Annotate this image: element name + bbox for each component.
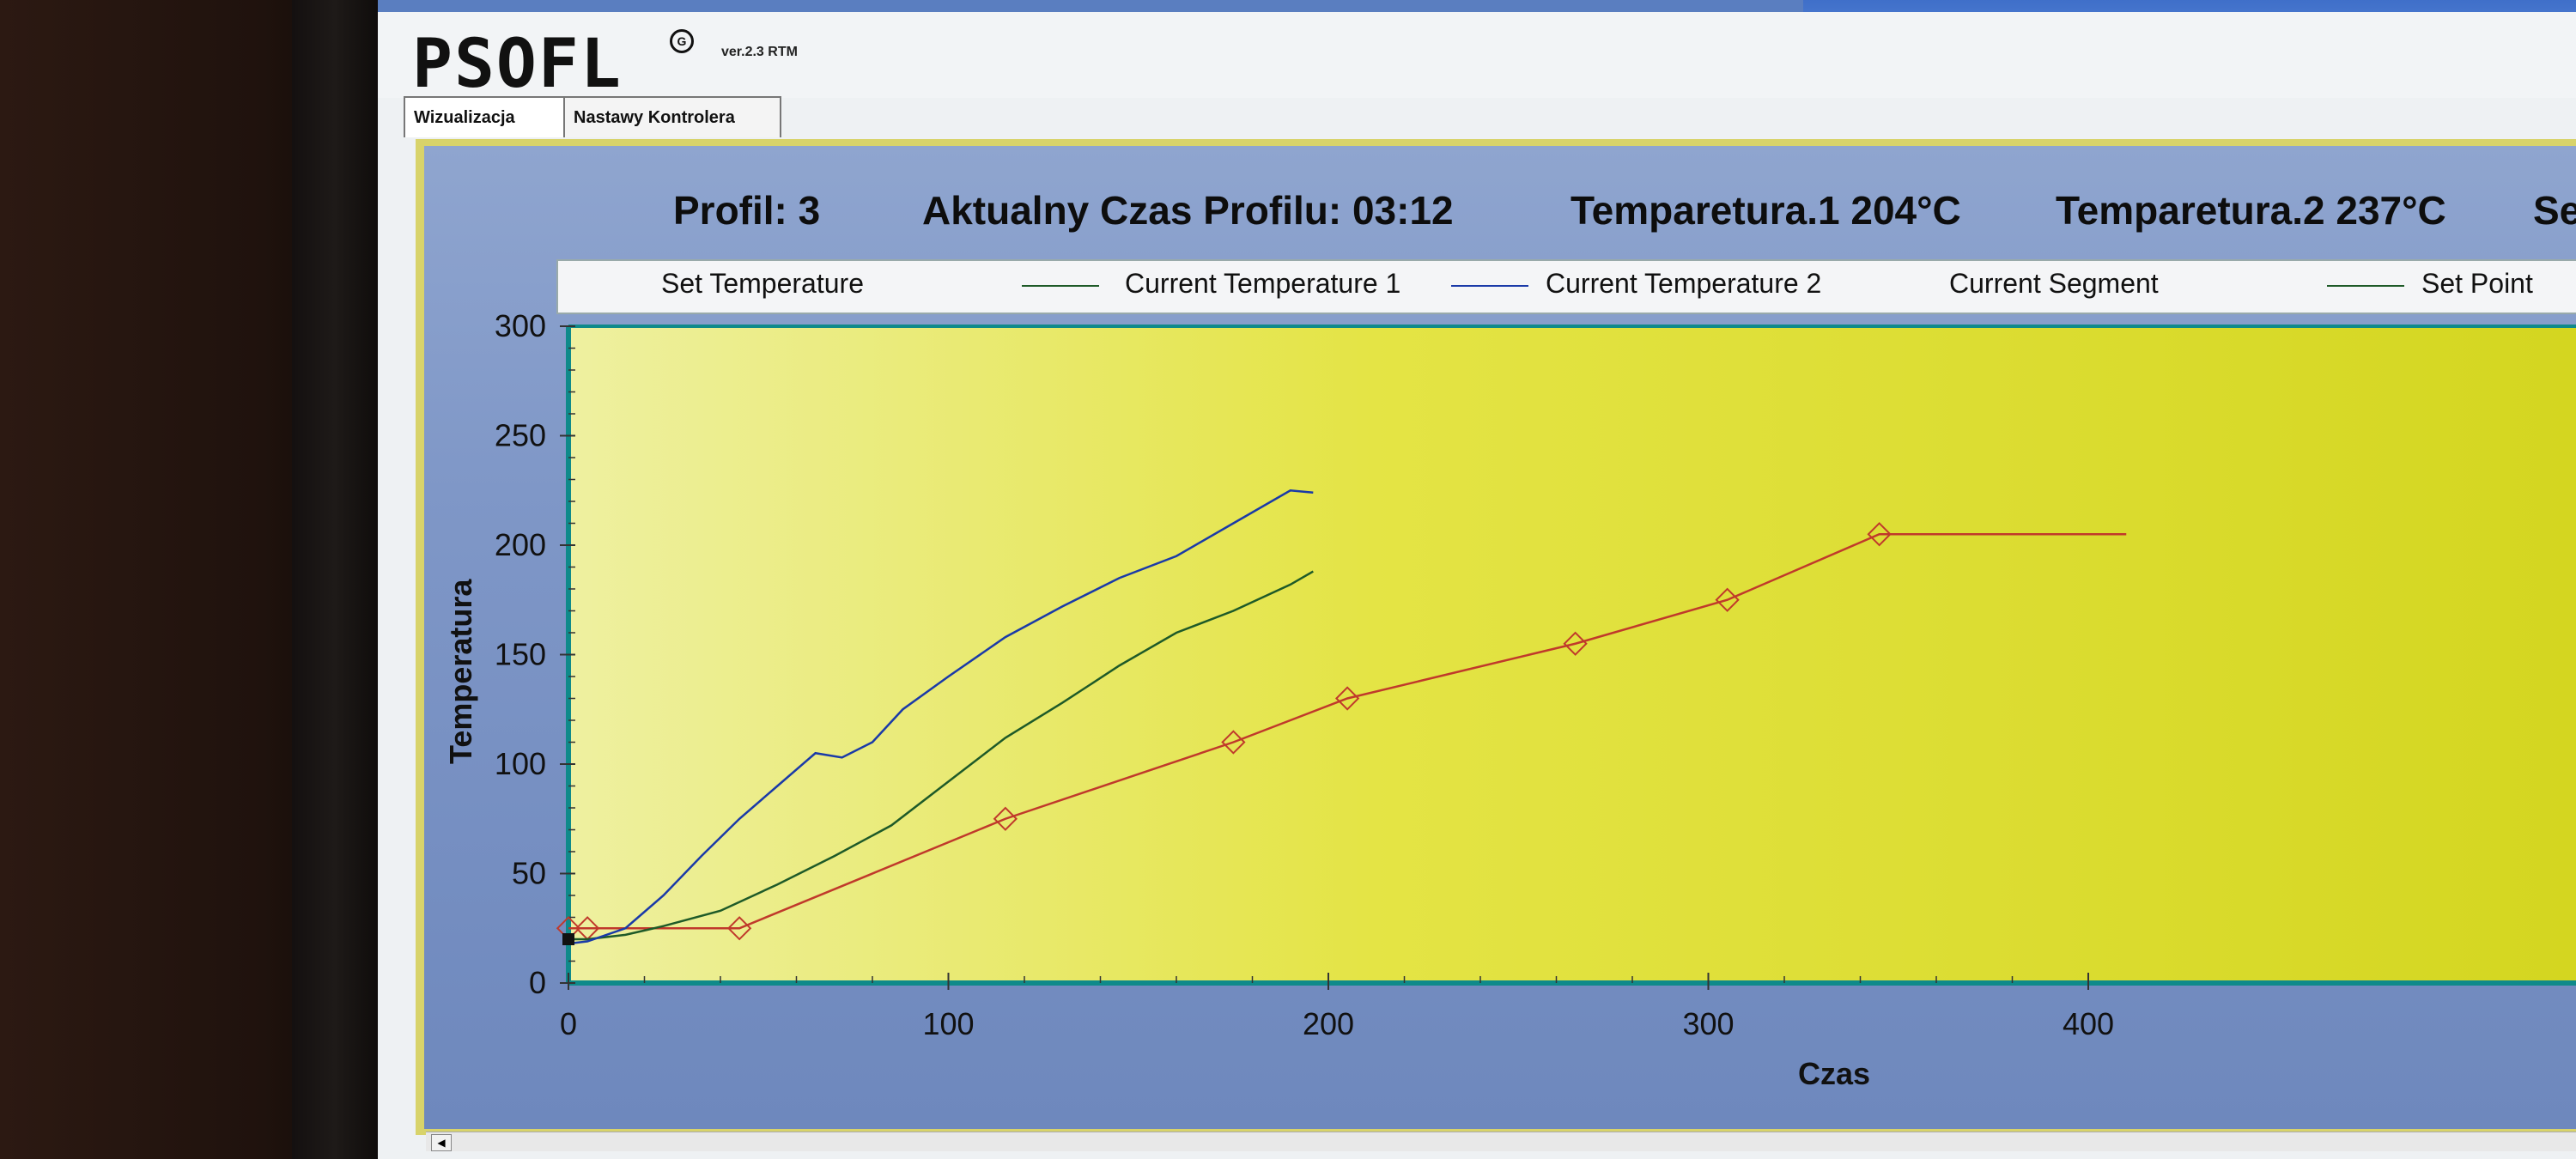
visualization-panel: Profil: 3 Aktualny Czas Profilu: 03:12 T…	[416, 139, 2576, 1135]
set-temperature-point	[1334, 686, 1360, 711]
legend-set-point-line-icon	[2327, 285, 2404, 287]
legend-current-temp-1-line-icon	[1022, 285, 1099, 287]
set-temperature-point	[1867, 522, 1892, 547]
temperature-chart: 0 50 100 150 200 250 300 0 100 200 300 400	[495, 308, 2576, 1041]
tab-wizualizacja[interactable]: Wizualizacja	[404, 96, 570, 137]
series-line-current-temperature-1	[568, 570, 1314, 941]
temperature-2-readout: Temparetura.2 237°C	[2056, 188, 2446, 233]
app-version: ver.2.3 RTM	[721, 45, 798, 59]
y-tick-label: 0	[529, 965, 546, 1000]
tab-nastawy-kontrolera[interactable]: Nastawy Kontrolera	[563, 96, 781, 137]
x-axis-label: Czas	[1798, 1056, 1871, 1091]
current-segment-point	[562, 933, 574, 945]
y-tick-label: 100	[495, 746, 546, 781]
series-line-set-temperature	[568, 533, 2127, 930]
set-temperature-point	[726, 916, 752, 941]
y-tick-label: 150	[495, 637, 546, 672]
y-axis-label: Temperatura	[443, 579, 478, 764]
logo-mark-icon: G	[670, 29, 694, 53]
profile-time: Aktualny Czas Profilu: 03:12	[922, 188, 1454, 233]
x-tick-label: 400	[2063, 1006, 2114, 1041]
set-temperature-point	[1563, 631, 1588, 656]
x-tick-label: 300	[1682, 1006, 1734, 1041]
y-tick-label: 300	[495, 308, 546, 343]
set-temperature-point	[993, 806, 1018, 831]
monitor-frame-edge	[292, 0, 378, 1159]
chart-legend: Set Temperature Current Temperature 1 Cu…	[556, 259, 2576, 314]
x-tick-label: 200	[1303, 1006, 1354, 1041]
app-header: PSOFL G ver.2.3 RTM	[378, 12, 2576, 103]
y-tick-label: 200	[495, 527, 546, 562]
legend-set-point: Set Point	[2421, 268, 2533, 299]
set-temperature-point	[574, 916, 600, 941]
app-logo: PSOFL	[412, 26, 623, 103]
series-line-current-temperature-2	[568, 488, 1314, 945]
y-tick-label: 50	[512, 856, 546, 891]
set-point-readout-partial: Se	[2533, 188, 2576, 233]
profile-number: Profil: 3	[673, 188, 821, 233]
x-tick-label: 0	[560, 1006, 577, 1041]
temperature-1-readout: Temparetura.1 204°C	[1571, 188, 1961, 233]
legend-current-temperature-1: Current Temperature 1	[1125, 268, 1401, 299]
plot-background	[568, 326, 2576, 983]
set-temperature-point	[1221, 730, 1246, 755]
legend-current-temperature-2: Current Temperature 2	[1546, 268, 1822, 299]
horizontal-scrollbar[interactable]: ◀	[426, 1132, 2576, 1151]
scroll-left-button[interactable]: ◀	[431, 1134, 452, 1151]
y-tick-label: 250	[495, 418, 546, 453]
app-window: PSOFL G ver.2.3 RTM Wizualizacja Nastawy…	[378, 0, 2576, 1159]
legend-set-temperature: Set Temperature	[661, 268, 864, 299]
set-temperature-point	[1715, 587, 1740, 612]
legend-current-temp-2-line-icon	[1451, 285, 1528, 287]
legend-current-segment: Current Segment	[1949, 268, 2159, 299]
x-tick-label: 100	[922, 1006, 974, 1041]
chart-area: Profil: 3 Aktualny Czas Profilu: 03:12 T…	[424, 146, 2576, 1129]
